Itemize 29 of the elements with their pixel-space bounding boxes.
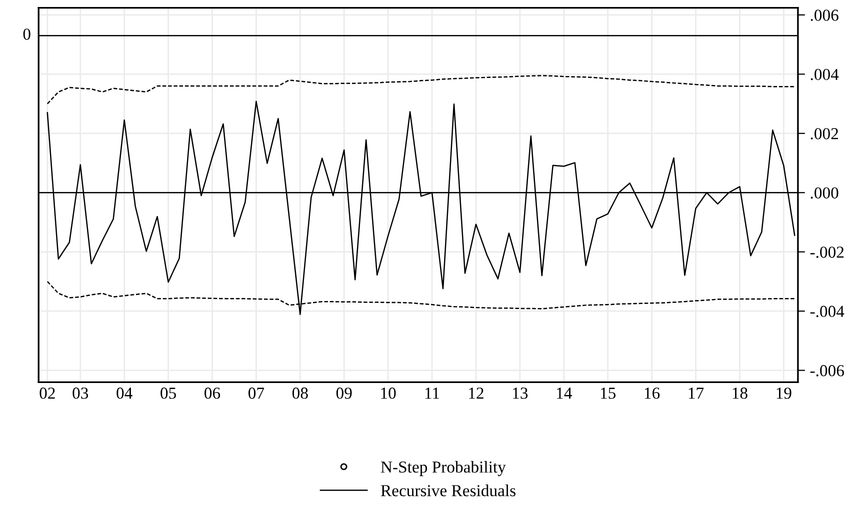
x-tick-label: 04 [116, 388, 132, 399]
x-tick-label: 16 [644, 388, 660, 399]
x-tick-label: 14 [557, 388, 572, 399]
x-tick-label: 09 [336, 388, 352, 399]
x-tick-label: 11 [425, 388, 440, 399]
x-tick-label: 15 [600, 388, 616, 399]
x-tick-label: 18 [732, 388, 748, 399]
x-tick-label: 10 [381, 388, 396, 399]
x-tick-label: 03 [72, 388, 88, 399]
x-tick-label: 13 [513, 388, 528, 399]
y-tick-label: .000 [810, 187, 838, 199]
x-tick-label: 17 [688, 388, 704, 399]
y-tick-label: .006 [810, 10, 838, 21]
x-tick-label: 06 [204, 388, 220, 399]
x-tick-label: 05 [160, 388, 176, 399]
y-tick-label: -.004 [810, 306, 844, 318]
x-tick-label: 12 [469, 388, 484, 399]
x-tick-label: 02 [40, 388, 55, 399]
y-tick-label: -.006 [810, 365, 844, 376]
line-series [46, 75, 796, 104]
x-tick-label: 19 [776, 388, 792, 399]
legend-label: N-Step Probability [380, 460, 506, 476]
legend-label: Recursive Residuals [380, 484, 516, 496]
x-tick-label: 07 [248, 388, 264, 399]
y-tick-label: -.002 [810, 246, 844, 258]
y-tick-label: .002 [810, 128, 838, 140]
x-tick-label: 08 [292, 388, 308, 399]
y-tick-label: .004 [810, 68, 839, 80]
ref-line-label: 0 [23, 28, 30, 40]
